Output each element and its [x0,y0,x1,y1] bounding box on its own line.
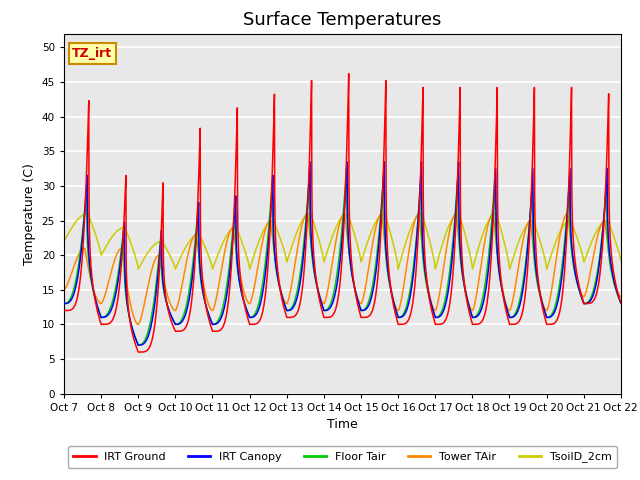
Text: TZ_irt: TZ_irt [72,47,113,60]
X-axis label: Time: Time [327,418,358,431]
Title: Surface Temperatures: Surface Temperatures [243,11,442,29]
Legend: IRT Ground, IRT Canopy, Floor Tair, Tower TAir, TsoilD_2cm: IRT Ground, IRT Canopy, Floor Tair, Towe… [68,446,617,468]
Y-axis label: Temperature (C): Temperature (C) [23,163,36,264]
